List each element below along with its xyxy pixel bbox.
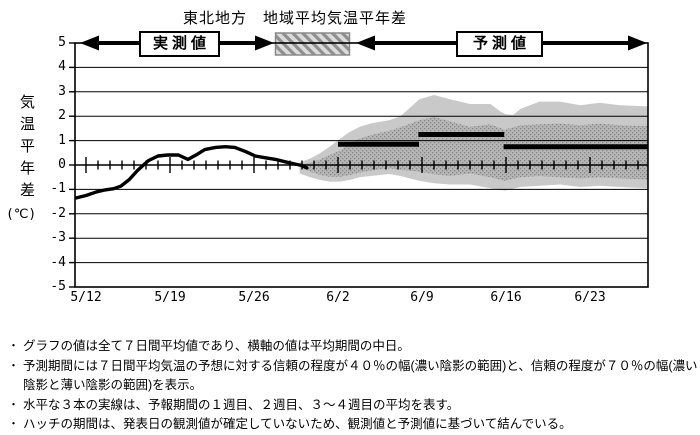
footnote-item: ・グラフの値は全て７日間平均値であり、横軸の値は平均期間の中日。 bbox=[6, 337, 698, 357]
footnote-text: 水平な３本の実線は、予報期間の１週目、２週目、３～４週目の平均を表す。 bbox=[23, 397, 460, 412]
y-tick-label--1: -1 bbox=[50, 181, 66, 197]
x-tick-label-6-2: 6/2 bbox=[326, 290, 350, 305]
footnote-item: ・予測期間には７日間平均気温の予想に対する信頼の程度が４０％の幅(濃い陰影の範囲… bbox=[6, 357, 698, 396]
bullet-icon: ・ bbox=[8, 359, 19, 372]
y-tick-label-1: 1 bbox=[58, 132, 66, 148]
y-tick-label-3: 3 bbox=[58, 83, 66, 99]
page-title: 東北地方 地域平均気温平年差 bbox=[183, 10, 408, 27]
y-tick-label--2: -2 bbox=[50, 205, 66, 221]
footnote-text: 予測期間には７日間平均気温の予想に対する信頼の程度が４０％の幅(濃い陰影の範囲)… bbox=[23, 358, 698, 393]
forecast-period-label: 予測値 bbox=[456, 31, 543, 57]
temperature-anomaly-chart bbox=[69, 32, 649, 288]
y-tick-label--3: -3 bbox=[50, 230, 66, 246]
y-axis-unit: (℃) bbox=[6, 207, 37, 222]
footnote-text: グラフの値は全て７日間平均値であり、横軸の値は平均期間の中日。 bbox=[23, 339, 410, 353]
observed-period-label: 実測値 bbox=[139, 31, 220, 57]
bullet-icon: ・ bbox=[8, 418, 19, 430]
x-tick-label-5-12: 5/12 bbox=[70, 290, 102, 305]
x-tick-label-6-16: 6/16 bbox=[490, 290, 522, 305]
x-tick-label-5-26: 5/26 bbox=[238, 290, 270, 305]
x-tick-label-6-23: 6/23 bbox=[574, 290, 606, 305]
x-tick-label-5-19: 5/19 bbox=[154, 290, 186, 305]
observed-temperature-line bbox=[75, 144, 309, 200]
bullet-icon: ・ bbox=[8, 398, 19, 411]
y-tick-label-4: 4 bbox=[58, 59, 66, 75]
y-tick-label-2: 2 bbox=[58, 108, 66, 124]
footnote-item: ・ハッチの期間は、発表日の観測値が確定していないため、観測値と予測値に基づいて結… bbox=[6, 415, 698, 435]
y-tick-label-0: 0 bbox=[58, 157, 66, 172]
plot-border bbox=[74, 42, 649, 288]
y-axis-title: 気温平年差 bbox=[18, 94, 35, 204]
y-tick-label--4: -4 bbox=[50, 254, 66, 270]
bullet-icon: ・ bbox=[8, 340, 19, 352]
footnote-item: ・水平な３本の実線は、予報期間の１週目、２週目、３～４週目の平均を表す。 bbox=[6, 396, 698, 416]
hatch-period-rect bbox=[274, 32, 351, 56]
footnote-text: ハッチの期間は、発表日の観測値が確定していないため、観測値と予測値に基づいて結ん… bbox=[23, 417, 572, 431]
y-tick-label-5: 5 bbox=[58, 35, 66, 50]
y-tick-label--5: -5 bbox=[50, 279, 66, 294]
footnote-list: ・グラフの値は全て７日間平均値であり、横軸の値は平均期間の中日。 ・予測期間には… bbox=[6, 337, 698, 435]
x-tick-label-6-9: 6/9 bbox=[410, 290, 434, 305]
